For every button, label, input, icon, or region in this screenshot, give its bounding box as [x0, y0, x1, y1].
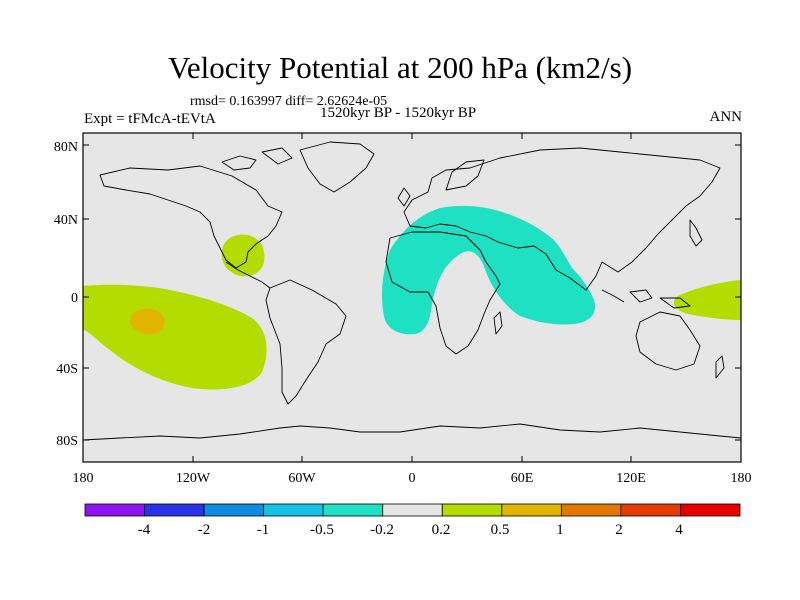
colorbar-swatch [620, 503, 681, 517]
period-label: 1520kyr BP - 1520kyr BP [320, 105, 477, 121]
lon-label-180e: 180 [731, 471, 752, 486]
colorbar-swatch [680, 503, 741, 517]
lon-label-60w: 60W [288, 471, 316, 486]
lat-label-40n: 40N [54, 213, 78, 228]
colorbar-label-10: 4 [675, 522, 683, 538]
anomaly-central-pacific-positive [83, 284, 267, 390]
colorbar-swatch [382, 503, 443, 517]
colorbar-label-6: 0.2 [432, 522, 451, 538]
colorbar-swatch [203, 503, 265, 517]
lat-label-eq: 0 [71, 291, 78, 306]
colorbar-swatch [560, 503, 622, 517]
coast-indonesia [601, 289, 691, 309]
coast-south-america [265, 279, 347, 405]
colorbar [84, 503, 741, 517]
coast-africa [385, 231, 501, 355]
coast-greenland [299, 141, 375, 193]
colorbar-label-4: -0.5 [310, 522, 334, 538]
coast-japan [689, 219, 703, 247]
lat-label-40s: 40S [56, 362, 78, 377]
lon-label-0: 0 [409, 471, 416, 486]
colorbar-label-3: -1 [257, 522, 270, 538]
anomaly-layer [83, 205, 741, 390]
colorbar-swatch [322, 503, 384, 517]
coast-central-america [225, 261, 271, 289]
colorbar-label-2: -2 [198, 522, 211, 538]
lat-label-80s: 80S [56, 434, 78, 449]
coast-australia [635, 311, 701, 371]
coast-europe-asia [403, 147, 721, 291]
colorbar-label-1: -4 [138, 522, 151, 538]
axis-ticks [82, 133, 742, 462]
lon-label-180w: 180 [73, 471, 94, 486]
anomaly-africa-asia-negative [382, 205, 596, 335]
lon-label-60e: 60E [511, 471, 534, 486]
coastlines [83, 141, 741, 441]
lon-label-120e: 120E [616, 471, 646, 486]
coast-new-zealand [715, 355, 725, 379]
season-label: ANN [709, 109, 743, 125]
lon-label-120w: 120W [176, 471, 211, 486]
colorbar-label-9: 2 [615, 522, 623, 538]
stats-subtitle: rmsd= 0.163997 diff= 2.62624e-05 [190, 94, 388, 109]
colorbar-swatch [84, 503, 145, 517]
colorbar-swatch [501, 503, 562, 517]
anomaly-central-pacific-core [130, 308, 165, 335]
coast-north-america [99, 165, 283, 269]
colorbar-label-8: 1 [556, 522, 564, 538]
coast-canadian-arctic [221, 147, 293, 171]
coast-scandinavia [445, 159, 485, 191]
lat-label-80n: 80N [54, 140, 78, 155]
map-title: Velocity Potential at 200 hPa (km2/s) [167, 50, 633, 85]
colorbar-swatch [144, 503, 205, 517]
colorbar-label-5: -0.2 [370, 522, 394, 538]
anomaly-west-pacific-positive [673, 280, 741, 320]
coast-antarctica [83, 423, 741, 441]
experiment-label: Expt = tFMcA-tEVtA [84, 111, 216, 127]
colorbar-swatch [263, 503, 324, 517]
coast-madagascar [493, 311, 503, 335]
colorbar-label-7: 0.5 [491, 522, 510, 538]
colorbar-swatch [441, 503, 503, 517]
coast-british-isles [397, 187, 411, 207]
